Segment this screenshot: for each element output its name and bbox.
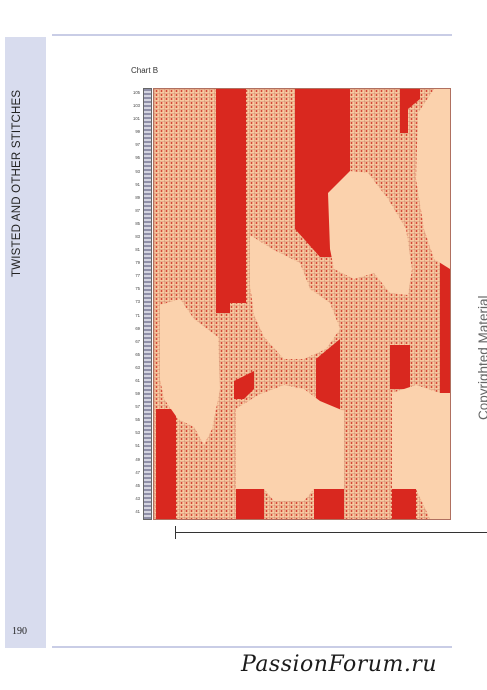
copyright-notice: Copyrighted Material bbox=[476, 295, 487, 420]
contrast-stripe bbox=[156, 409, 176, 519]
row-number: 87 bbox=[135, 207, 140, 213]
row-number: 71 bbox=[135, 312, 140, 318]
row-number: 65 bbox=[135, 351, 140, 357]
row-number: 75 bbox=[135, 286, 140, 292]
row-number: 103 bbox=[133, 103, 140, 109]
row-number: 99 bbox=[135, 129, 140, 135]
row-number: 69 bbox=[135, 325, 140, 331]
contrast-stripe bbox=[234, 371, 254, 399]
row-number-column: 105 103 101 99 97 95 93 91 89 87 85 83 81 79 77 75 73 71 6… bbox=[124, 88, 140, 520]
knitting-chart bbox=[153, 88, 451, 520]
row-number: 105 bbox=[133, 90, 140, 95]
contrast-stripe bbox=[400, 89, 420, 133]
row-number: 53 bbox=[135, 430, 140, 436]
bracket-line bbox=[176, 532, 487, 533]
contrast-stripe bbox=[236, 489, 264, 519]
row-number: 81 bbox=[135, 247, 140, 253]
bottom-rule bbox=[52, 646, 452, 648]
row-number: 97 bbox=[135, 142, 140, 148]
row-number: 51 bbox=[135, 443, 140, 449]
page-number: 190 bbox=[12, 626, 27, 637]
row-number: 59 bbox=[135, 391, 140, 397]
chart-shapes bbox=[156, 89, 450, 519]
bracket-tick bbox=[175, 526, 176, 539]
chapter-sidebar: TWISTED AND OTHER STITCHES bbox=[5, 37, 46, 648]
row-number: 55 bbox=[135, 417, 140, 423]
contrast-stripe bbox=[390, 345, 410, 389]
motif-block bbox=[392, 385, 450, 519]
row-number: 67 bbox=[135, 338, 140, 344]
chart-label: Chart B bbox=[131, 66, 159, 75]
row-number: 85 bbox=[135, 220, 140, 226]
row-number: 61 bbox=[135, 378, 140, 383]
motif-block bbox=[160, 299, 220, 445]
row-number: 45 bbox=[135, 482, 140, 488]
row-number: 101 bbox=[133, 116, 140, 122]
contrast-stripe bbox=[392, 489, 416, 519]
motif-block bbox=[250, 235, 340, 359]
contrast-stripe bbox=[314, 489, 344, 519]
chapter-title: TWISTED AND OTHER STITCHES bbox=[11, 89, 23, 277]
row-number: 41 bbox=[135, 508, 140, 514]
site-watermark: PassionForum.ru bbox=[241, 652, 437, 677]
top-rule bbox=[52, 34, 452, 36]
row-number: 47 bbox=[135, 469, 140, 475]
row-number: 93 bbox=[135, 168, 140, 174]
motif-block bbox=[416, 89, 450, 269]
row-number: 91 bbox=[135, 181, 140, 187]
row-number: 63 bbox=[135, 364, 140, 370]
row-number: 49 bbox=[135, 456, 140, 462]
row-number: 73 bbox=[135, 299, 140, 305]
motif-block bbox=[236, 385, 344, 501]
row-number: 77 bbox=[135, 273, 140, 279]
row-number: 89 bbox=[135, 194, 140, 200]
row-number: 79 bbox=[135, 260, 140, 266]
edge-stitch-column bbox=[143, 88, 152, 520]
motif-block bbox=[328, 171, 412, 295]
row-number: 57 bbox=[135, 404, 140, 410]
contrast-stripe bbox=[216, 89, 246, 313]
row-number: 95 bbox=[135, 155, 140, 161]
row-number: 43 bbox=[135, 495, 140, 501]
row-number: 83 bbox=[135, 234, 140, 239]
